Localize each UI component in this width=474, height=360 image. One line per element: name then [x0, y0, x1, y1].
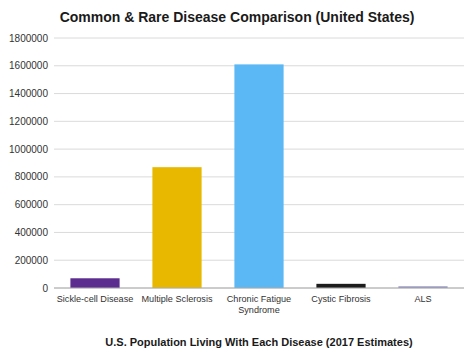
x-tick-label: ALS	[414, 294, 431, 304]
y-tick-label: 1800000	[9, 33, 48, 44]
grid	[54, 38, 464, 288]
y-tick-label: 0	[42, 283, 48, 294]
x-tick-label: Chronic FatigueSyndrome	[227, 294, 291, 315]
x-tick-label-line: Cystic Fibrosis	[311, 294, 371, 304]
y-tick-label: 1000000	[9, 144, 48, 155]
y-tick-label: 200000	[15, 255, 49, 266]
title: Common & Rare Disease Comparison (United…	[60, 9, 415, 25]
x-tick-label-line: Multiple Sclerosis	[142, 294, 213, 304]
y-tick-label: 400000	[15, 227, 49, 238]
y-tick-label: 1200000	[9, 116, 48, 127]
y-tick-label: 600000	[15, 199, 49, 210]
x-tick-label-line: ALS	[414, 294, 431, 304]
x-tick-label-line: Syndrome	[238, 305, 280, 315]
y-tick-label: 1400000	[9, 88, 48, 99]
x-axis-line	[54, 288, 464, 289]
bar	[152, 167, 201, 288]
background	[0, 0, 474, 360]
x-tick-label-line: Chronic Fatigue	[227, 294, 291, 304]
y-tick-label: 800000	[15, 171, 49, 182]
x-axis-title: U.S. Population Living With Each Disease…	[105, 336, 413, 348]
grid-line	[54, 288, 464, 289]
bar	[316, 284, 365, 288]
y-tick-label: 1600000	[9, 60, 48, 71]
x-tick-label: Multiple Sclerosis	[142, 294, 213, 304]
grid-line	[54, 38, 464, 39]
x-tick-label: Cystic Fibrosis	[311, 294, 371, 304]
x-tick-label: Sickle-cell Disease	[57, 294, 134, 304]
x-tick-label-line: Sickle-cell Disease	[57, 294, 134, 304]
chart: Common & Rare Disease Comparison (United…	[0, 0, 474, 360]
bars	[70, 64, 447, 288]
bar	[234, 64, 283, 288]
bar	[70, 278, 119, 288]
